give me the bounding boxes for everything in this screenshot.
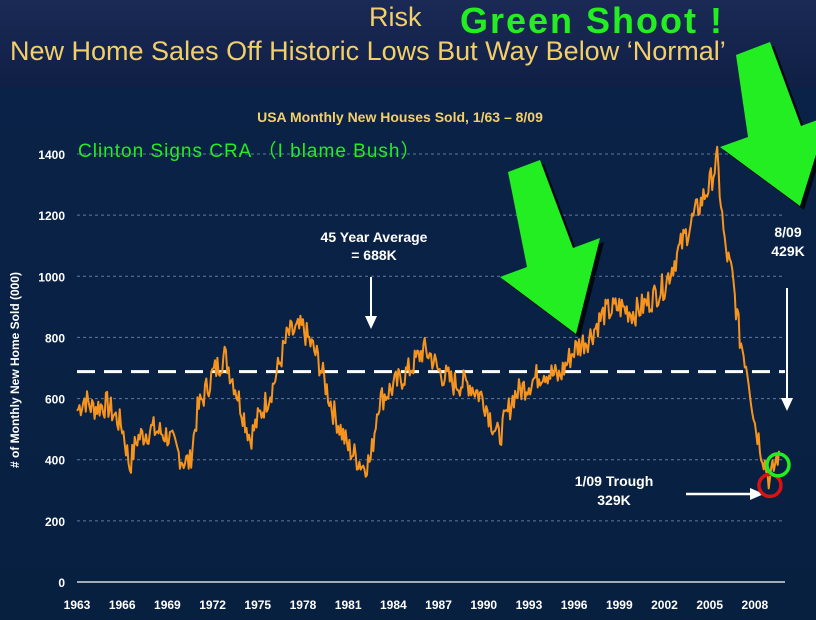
y-tick-label: 1000 <box>38 270 65 284</box>
latest-pointer-arrow <box>781 288 793 411</box>
y-tick-label: 200 <box>45 515 65 529</box>
x-tick-label: 1975 <box>244 598 271 612</box>
x-tick-label: 1966 <box>109 598 136 612</box>
x-tick-label: 2005 <box>696 598 723 612</box>
latest-circle <box>765 452 791 478</box>
headline: New Home Sales Off Historic Lows But Way… <box>10 36 726 66</box>
latest-date-label: 8/09 <box>774 224 801 240</box>
trough-label: 1/09 Trough <box>575 473 654 489</box>
x-tick-label: 1978 <box>290 598 317 612</box>
x-tick-label: 1996 <box>561 598 588 612</box>
x-tick-label: 1987 <box>425 598 452 612</box>
y-tick-label: 1400 <box>38 148 65 162</box>
x-tick-label: 1969 <box>154 598 181 612</box>
x-tick-label: 1999 <box>606 598 633 612</box>
y-axis-label: # of Monthly New Home Sold (000) <box>8 272 22 468</box>
average-label: 45 Year Average <box>321 229 428 245</box>
x-tick-label: 1981 <box>335 598 362 612</box>
y-tick-label: 400 <box>45 454 65 468</box>
x-tick-label: 1990 <box>470 598 497 612</box>
x-tick-label: 2002 <box>651 598 678 612</box>
x-tick-labels: 1963 1966 1969 1972 1975 1978 1981 1984 1987 1990… <box>64 598 769 612</box>
x-tick-label: 1993 <box>516 598 543 612</box>
x-tick-label: 1963 <box>64 598 91 612</box>
x-tick-label: 1984 <box>380 598 407 612</box>
trough-pointer-arrow <box>686 488 764 500</box>
x-tick-label: 1972 <box>199 598 226 612</box>
y-tick-labels: 0 200 400 600 800 1000 1200 1400 <box>38 148 65 590</box>
average-pointer-arrow <box>365 277 377 329</box>
green-arrow-middle <box>500 160 604 338</box>
trough-value-label: 329K <box>597 492 630 508</box>
y-tick-label: 800 <box>45 331 65 345</box>
y-tick-label: 1200 <box>38 209 65 223</box>
risk-label: Risk <box>369 2 422 32</box>
y-tick-label: 0 <box>58 576 65 590</box>
plot-background <box>0 88 816 620</box>
x-tick-label: 2008 <box>742 598 769 612</box>
cra-annotation: Clinton Signs CRA （I blame Bush） <box>78 140 420 162</box>
latest-value-label: 429K <box>771 243 804 259</box>
series-line <box>76 145 780 490</box>
green-arrow-top <box>720 42 816 210</box>
header-bar <box>0 0 816 88</box>
green-shoot-label: Green Shoot ! <box>460 0 725 41</box>
chart-title: USA Monthly New Houses Sold, 1/63 – 8/09 <box>257 109 543 125</box>
y-tick-label: 600 <box>45 393 65 407</box>
average-value-label: = 688K <box>351 247 397 263</box>
